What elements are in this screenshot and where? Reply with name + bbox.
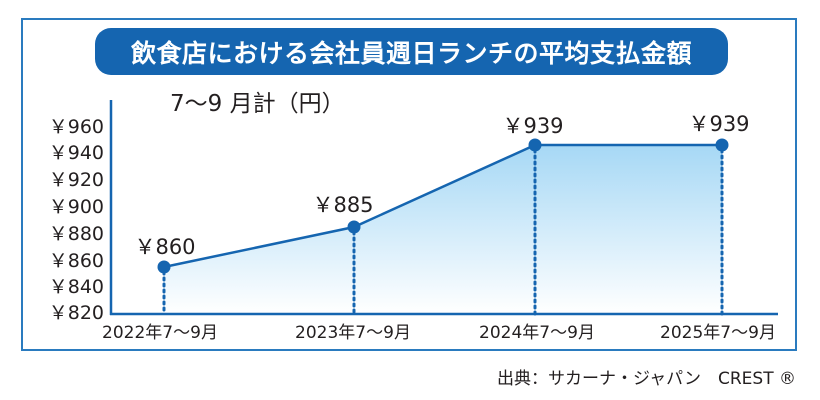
chart-subtitle: 7～9 月計（円） — [170, 91, 345, 117]
y-tick-label: ￥920 — [48, 169, 104, 191]
y-tick-label: ￥860 — [48, 250, 104, 272]
x-tick-label: 2025年7～9月 — [660, 323, 776, 343]
source-credit: 出典：サカーナ・ジャパン CREST ® — [496, 369, 796, 389]
y-tick-label: ￥900 — [48, 196, 104, 218]
y-tick-label: ￥960 — [48, 116, 104, 138]
value-label: ￥939 — [688, 112, 750, 136]
data-point — [715, 138, 729, 152]
x-tick-label: 2022年7～9月 — [102, 323, 218, 343]
x-tick-label: 2024年7～9月 — [479, 323, 595, 343]
drop-lines — [162, 148, 724, 316]
area-fill — [164, 145, 722, 314]
data-line — [163, 143, 722, 269]
data-point — [347, 220, 361, 234]
y-tick-label: ￥820 — [48, 302, 104, 324]
chart-title-text: 飲食店における会社員週日ランチの平均支払金額 — [130, 38, 692, 68]
value-label: ￥860 — [134, 235, 196, 259]
y-tick-label: ￥940 — [48, 142, 104, 164]
value-label: ￥885 — [312, 193, 374, 217]
data-point — [157, 260, 171, 274]
y-tick-label: ￥840 — [48, 276, 104, 298]
data-point — [528, 138, 542, 152]
value-label: ￥939 — [502, 114, 564, 138]
y-tick-label: ￥880 — [48, 223, 104, 245]
x-tick-label: 2023年7～9月 — [295, 323, 411, 343]
chart-title: 飲食店における会社員週日ランチの平均支払金額 — [95, 28, 728, 75]
